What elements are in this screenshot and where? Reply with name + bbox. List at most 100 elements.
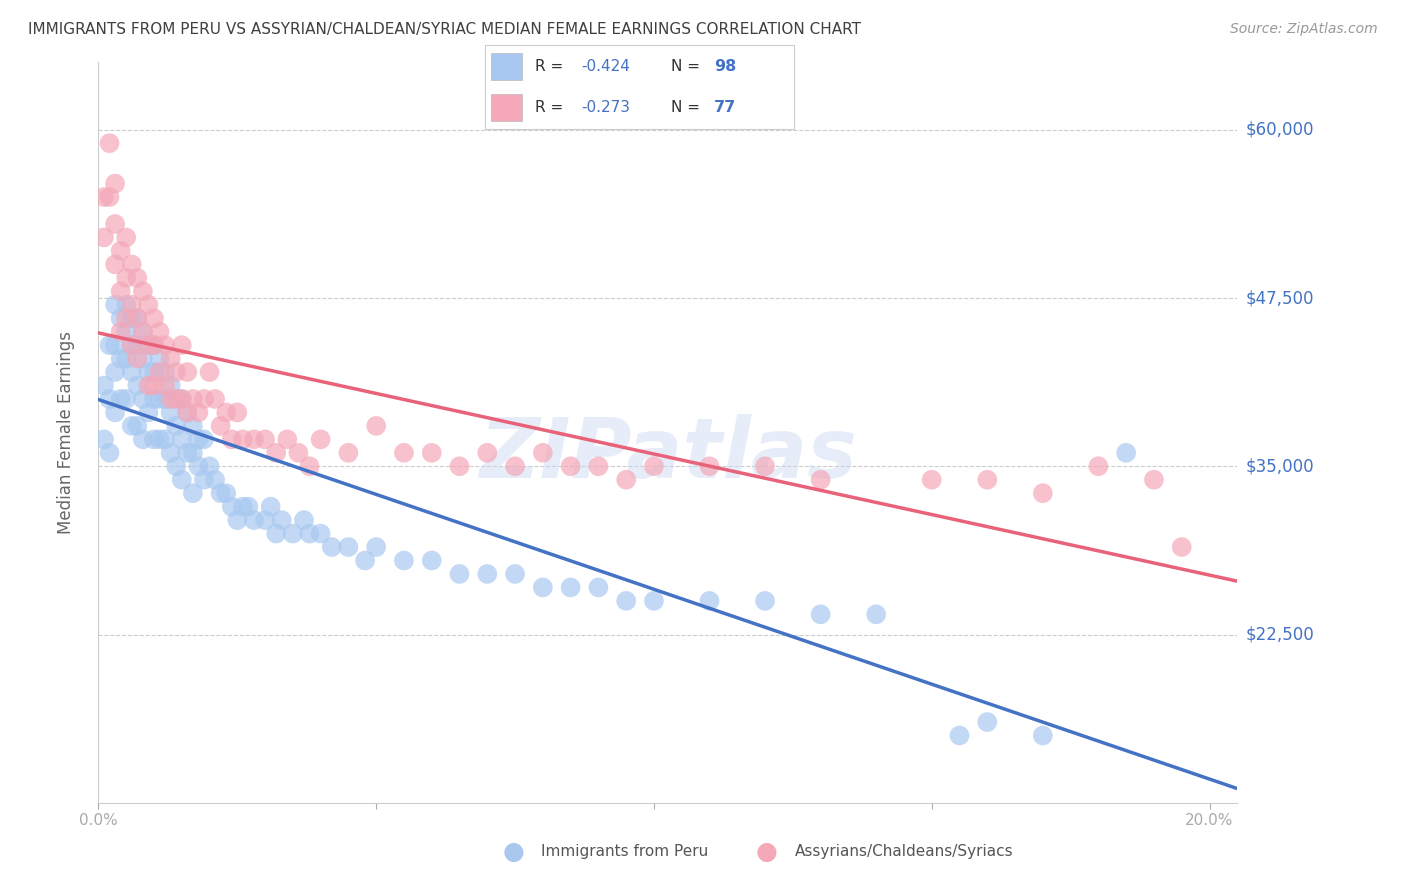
Point [232,433,254,447]
Point [104,338,127,352]
Point [221,500,243,514]
Point [420,446,443,460]
Point [243,433,266,447]
Point [104,177,127,191]
Point [309,526,332,541]
Point [176,405,198,419]
Point [138,338,160,352]
Point [176,446,198,460]
Point [132,392,155,406]
Point [921,473,943,487]
Text: $35,000: $35,000 [1246,458,1315,475]
Point [121,365,143,379]
Point [159,446,181,460]
Point [187,405,209,419]
Point [148,433,170,447]
Point [643,594,665,608]
Point [104,257,127,271]
Point [93,433,115,447]
Point [132,325,155,339]
Point [170,338,193,352]
Point [503,566,526,581]
Point [614,473,637,487]
Point [1170,540,1192,554]
Point [143,311,166,326]
Point [198,459,221,474]
Point [110,311,132,326]
Point [165,459,187,474]
Point [948,729,970,743]
Point [127,311,149,326]
Point [138,338,160,352]
Point [121,338,143,352]
Point [127,418,149,433]
FancyBboxPatch shape [491,94,522,120]
Point [98,338,121,352]
Point [198,365,221,379]
Point [132,325,155,339]
Point [287,446,309,460]
Text: 98: 98 [714,59,737,74]
Point [98,446,121,460]
Point [165,365,187,379]
Text: R =: R = [534,100,568,115]
Point [176,365,198,379]
Point [170,433,193,447]
Point [226,405,249,419]
Point [976,473,998,487]
Text: ●: ● [755,840,778,863]
Point [104,217,127,231]
Point [93,190,115,204]
Point [254,433,277,447]
Point [115,270,138,285]
Point [321,540,343,554]
Point [187,459,209,474]
Point [243,513,266,527]
Point [170,392,193,406]
Point [588,459,610,474]
Point [298,459,321,474]
Point [449,459,471,474]
Text: ZIPatlas: ZIPatlas [479,414,856,495]
Point [165,392,187,406]
Point [699,459,721,474]
Point [477,446,499,460]
Point [143,338,166,352]
Point [865,607,887,622]
Point [420,553,443,567]
Point [298,526,321,541]
Point [132,285,155,299]
Point [170,473,193,487]
FancyBboxPatch shape [491,54,522,80]
Point [181,392,204,406]
Point [366,418,388,433]
Point [115,230,138,244]
Point [98,190,121,204]
Text: $47,500: $47,500 [1246,289,1315,307]
Text: -0.273: -0.273 [581,100,630,115]
Point [110,392,132,406]
Point [132,351,155,366]
Point [1143,473,1166,487]
Point [1115,446,1137,460]
Point [270,513,292,527]
Point [148,392,170,406]
Point [143,338,166,352]
Y-axis label: Median Female Earnings: Median Female Earnings [56,331,75,534]
Text: $22,500: $22,500 [1246,625,1315,643]
Point [754,459,776,474]
Point [754,594,776,608]
Point [226,513,249,527]
Point [98,392,121,406]
Point [588,581,610,595]
Point [337,540,360,554]
Point [193,473,215,487]
Point [132,433,155,447]
Point [449,566,471,581]
Point [254,513,277,527]
Point [138,298,160,312]
Text: ●: ● [502,840,524,863]
Point [170,392,193,406]
Point [643,459,665,474]
Point [366,540,388,554]
